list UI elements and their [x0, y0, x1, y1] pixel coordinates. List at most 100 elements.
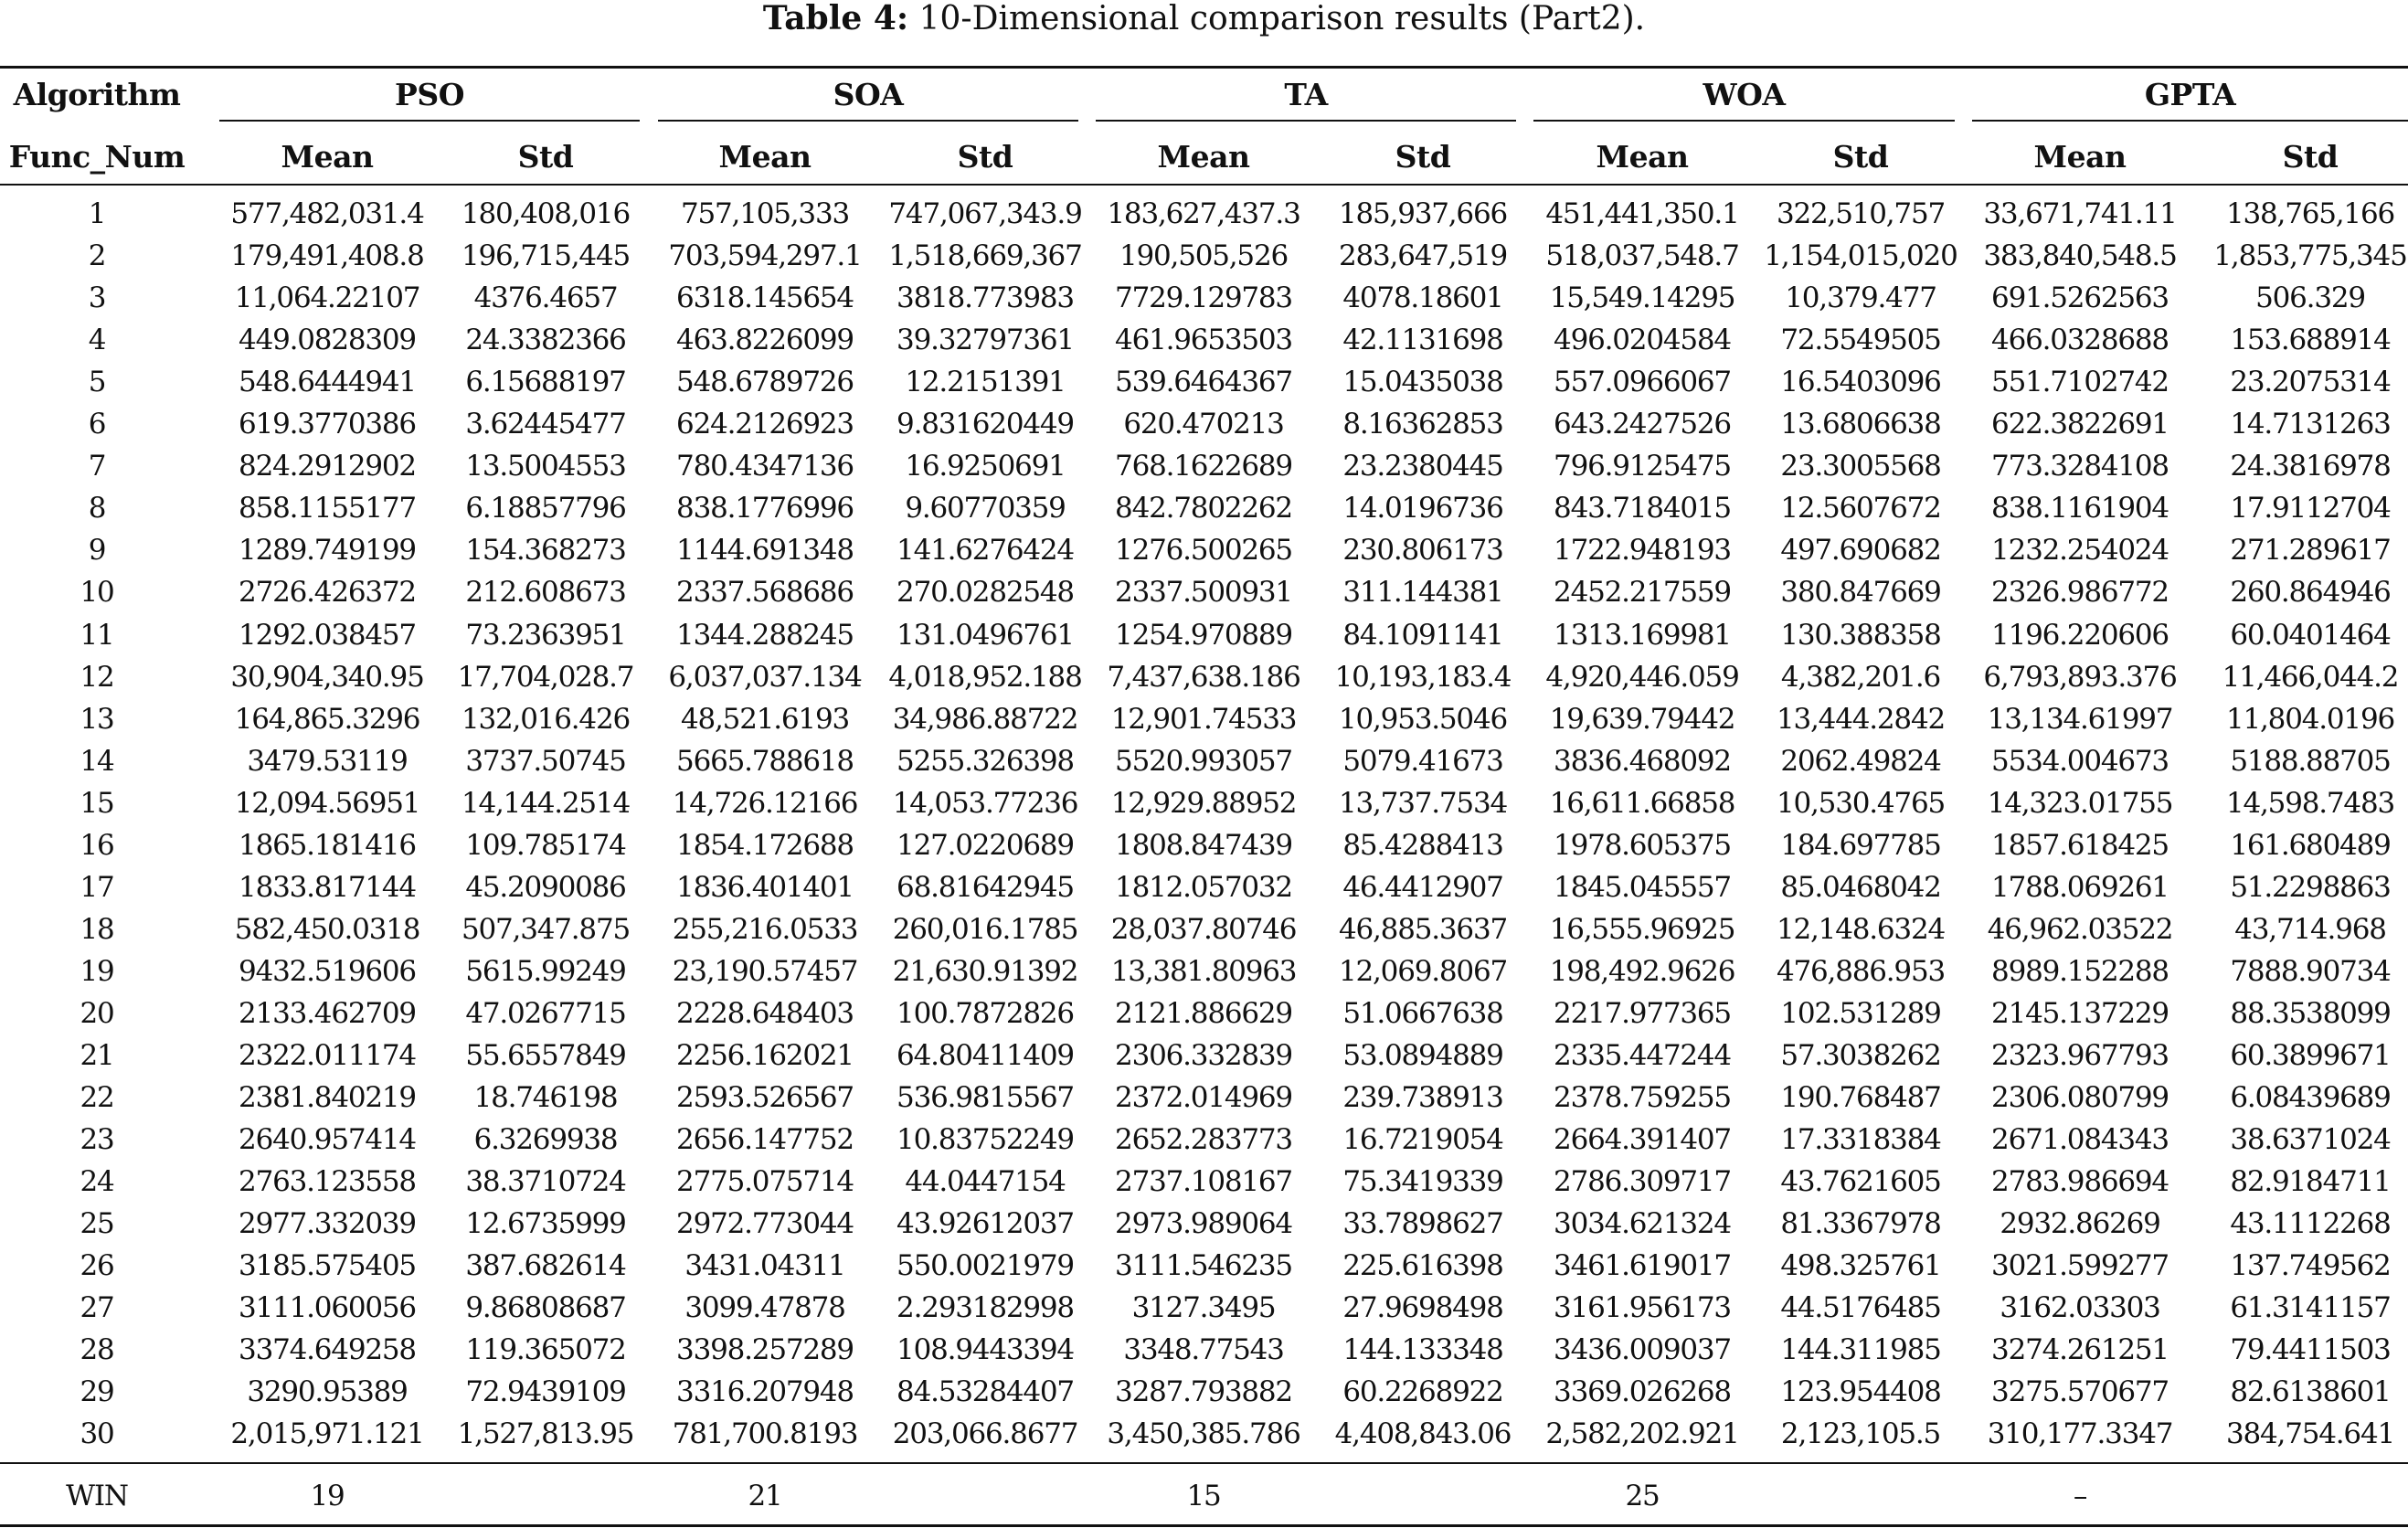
top-rule	[0, 66, 2408, 69]
table-cell: 68.81642945	[896, 870, 1075, 904]
table-cell: 1232.254024	[1991, 534, 2169, 568]
table-cell: 12,901.74533	[1110, 702, 1298, 736]
table-cell: 582,450.0318	[234, 912, 421, 946]
func-num-cell: 14	[80, 744, 114, 778]
table-cell: 82.6138601	[2230, 1375, 2392, 1409]
table-cell: 47.0267715	[465, 996, 627, 1030]
header-std: Std	[1395, 139, 1451, 175]
table-cell: 14,053.77236	[892, 786, 1079, 820]
table-cell: 1276.500265	[1115, 534, 1293, 568]
table-cell: 51.0667638	[1342, 996, 1504, 1030]
table-cell: 33.7898627	[1342, 1207, 1504, 1241]
win-top-rule	[0, 1462, 2408, 1464]
table-cell: 3316.207948	[676, 1375, 854, 1409]
header-std: Std	[2282, 139, 2339, 175]
table-cell: 496.0204584	[1554, 324, 1732, 357]
table-cell: 463.8226099	[676, 324, 854, 357]
table-cell: 46.4412907	[1342, 870, 1504, 904]
table-cell: 6.18857796	[465, 492, 627, 525]
table-cell: 161.680489	[2230, 828, 2392, 862]
table-cell: 11,466,044.2	[2222, 660, 2400, 694]
table-cell: 138,765,166	[2225, 197, 2395, 230]
table-cell: 6.3269938	[473, 1123, 619, 1157]
table-cell: 16.5403096	[1780, 366, 1942, 399]
header-mean: Mean	[2033, 139, 2127, 175]
table-cell: 3369.026268	[1554, 1375, 1732, 1409]
table-cell: 619.3770386	[239, 408, 417, 441]
table-cell: 2763.123558	[239, 1165, 417, 1199]
table-cell: 39.32797361	[896, 324, 1075, 357]
table-cell: 550.0021979	[896, 1249, 1075, 1283]
table-cell: 3287.793882	[1115, 1375, 1293, 1409]
table-cell: 2656.147752	[676, 1123, 854, 1157]
table-cell: 3818.773983	[896, 281, 1075, 315]
table-cell: 747,067,343.9	[888, 197, 1082, 230]
table-cell: 451,441,350.1	[1545, 197, 1739, 230]
table-cell: 551.7102742	[1991, 366, 2169, 399]
table-cell: 85.4288413	[1342, 828, 1504, 862]
table-cell: 2,123,105.5	[1780, 1417, 1941, 1451]
table-cell: 57.3038262	[1780, 1039, 1942, 1072]
table-cell: 2228.648403	[676, 996, 854, 1030]
table-cell: 380.847669	[1780, 576, 1942, 610]
table-cell: 3436.009037	[1554, 1333, 1732, 1367]
table-cell: 17,704,028.7	[457, 660, 635, 694]
table-cell: 260.864946	[2230, 576, 2392, 610]
table-cell: 9.86808687	[465, 1291, 627, 1325]
table-cell: 4,018,952.188	[888, 660, 1082, 694]
table-cell: 5534.004673	[1991, 744, 2169, 778]
table-cell: 33,671,741.11	[1983, 197, 2177, 230]
table-cell: 75.3419339	[1342, 1165, 1504, 1199]
table-cell: 1,154,015,020	[1764, 239, 1957, 273]
func-num-cell: 21	[80, 1039, 114, 1072]
table-cell: 2337.500931	[1115, 576, 1293, 610]
table-cell: 1344.288245	[676, 618, 854, 652]
table-cell: 27.9698498	[1342, 1291, 1504, 1325]
table-cell: 14.7131263	[2230, 408, 2392, 441]
table-cell: 757,105,333	[680, 197, 850, 230]
table-cell: 9432.519606	[239, 954, 417, 988]
table-cell: 624.2126923	[676, 408, 854, 441]
table-cell: 1292.038457	[239, 618, 417, 652]
table-cell: 73.2363951	[465, 618, 627, 652]
table-cell: 6318.145654	[676, 281, 854, 315]
group-rule-ta	[1096, 120, 1516, 122]
table-cell: 498.325761	[1780, 1249, 1942, 1283]
table-cell: 3099.47878	[684, 1291, 846, 1325]
table-cell: 144.133348	[1342, 1333, 1504, 1367]
table-cell: 8989.152288	[1991, 954, 2169, 988]
table-cell: 10,193,183.4	[1334, 660, 1512, 694]
func-num-cell: 19	[80, 954, 114, 988]
table-cell: 5615.99249	[465, 954, 627, 988]
table-cell: 2062.49824	[1780, 744, 1942, 778]
table-cell: 17.9112704	[2230, 492, 2392, 525]
table-cell: 7888.90734	[2230, 954, 2392, 988]
table-cell: 38.3710724	[465, 1165, 627, 1199]
table-cell: 1808.847439	[1115, 828, 1293, 862]
table-cell: 2977.332039	[239, 1207, 417, 1241]
table-cell: 497.690682	[1780, 534, 1942, 568]
table-cell: 5255.326398	[896, 744, 1075, 778]
win-value: 25	[1625, 1480, 1660, 1512]
table-cell: 1836.401401	[676, 870, 854, 904]
table-cell: 18.746198	[473, 1081, 619, 1115]
table-cell: 239.738913	[1342, 1081, 1504, 1115]
table-cell: 7729.129783	[1115, 281, 1293, 315]
table-cell: 3836.468092	[1554, 744, 1732, 778]
func-num-cell: 26	[80, 1249, 114, 1283]
table-cell: 84.1091141	[1342, 618, 1504, 652]
table-cell: 1289.749199	[239, 534, 417, 568]
header-std: Std	[957, 139, 1013, 175]
table-cell: 773.3284108	[1991, 450, 2169, 483]
table-cell: 3127.3495	[1131, 1291, 1277, 1325]
func-num-cell: 30	[80, 1417, 114, 1451]
table-cell: 12,148.6324	[1776, 912, 1946, 946]
table-cell: 1845.045557	[1554, 870, 1732, 904]
table-cell: 109.785174	[465, 828, 627, 862]
table-cell: 16,555.96925	[1549, 912, 1736, 946]
table-cell: 3,450,385.786	[1107, 1417, 1300, 1451]
func-num-cell: 3	[88, 281, 107, 315]
func-num-cell: 2	[88, 239, 107, 273]
table-cell: 38.6371024	[2230, 1123, 2392, 1157]
table-cell: 466.0328688	[1991, 324, 2169, 357]
